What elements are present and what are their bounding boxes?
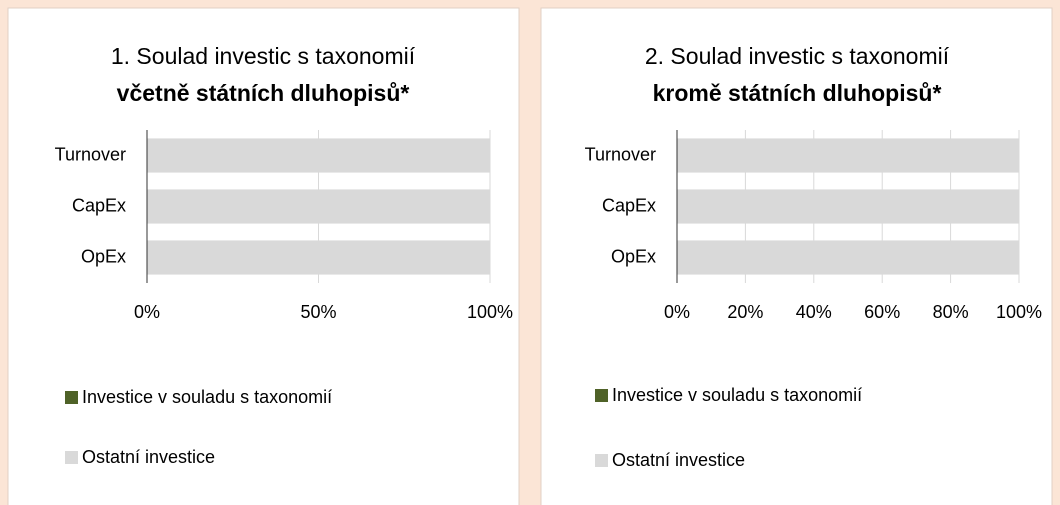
legend-label: Ostatní investice bbox=[612, 450, 745, 470]
chart-title: 1. Soulad investic s taxonomií bbox=[111, 43, 416, 69]
chart-title: 2. Soulad investic s taxonomií bbox=[645, 43, 950, 69]
x-tick-label: 20% bbox=[727, 302, 763, 322]
chart-subtitle: včetně státních dluhopisů* bbox=[117, 80, 410, 106]
x-tick-label: 100% bbox=[996, 302, 1042, 322]
x-tick-label: 40% bbox=[796, 302, 832, 322]
legend-swatch bbox=[65, 391, 78, 404]
bar-segment bbox=[147, 189, 490, 224]
y-tick-label: Turnover bbox=[55, 144, 126, 164]
legend-swatch bbox=[595, 454, 608, 467]
legend-label: Ostatní investice bbox=[82, 447, 215, 467]
x-tick-label: 60% bbox=[864, 302, 900, 322]
y-tick-label: OpEx bbox=[81, 246, 126, 266]
y-tick-label: CapEx bbox=[602, 195, 656, 215]
legend-label: Investice v souladu s taxonomií bbox=[612, 385, 862, 405]
bar-segment bbox=[677, 189, 1019, 224]
bar-segment bbox=[677, 138, 1019, 173]
y-tick-label: CapEx bbox=[72, 195, 126, 215]
legend-label: Investice v souladu s taxonomií bbox=[82, 387, 332, 407]
legend-swatch bbox=[65, 451, 78, 464]
x-tick-label: 50% bbox=[300, 302, 336, 322]
x-tick-label: 80% bbox=[933, 302, 969, 322]
legend-swatch bbox=[595, 389, 608, 402]
y-tick-label: OpEx bbox=[611, 246, 656, 266]
y-tick-label: Turnover bbox=[585, 144, 656, 164]
chart-subtitle: kromě státních dluhopisů* bbox=[653, 80, 942, 106]
x-tick-label: 100% bbox=[467, 302, 513, 322]
bar-segment bbox=[677, 240, 1019, 275]
bar-segment bbox=[147, 240, 490, 275]
x-tick-label: 0% bbox=[664, 302, 690, 322]
bar-segment bbox=[147, 138, 490, 173]
x-tick-label: 0% bbox=[134, 302, 160, 322]
